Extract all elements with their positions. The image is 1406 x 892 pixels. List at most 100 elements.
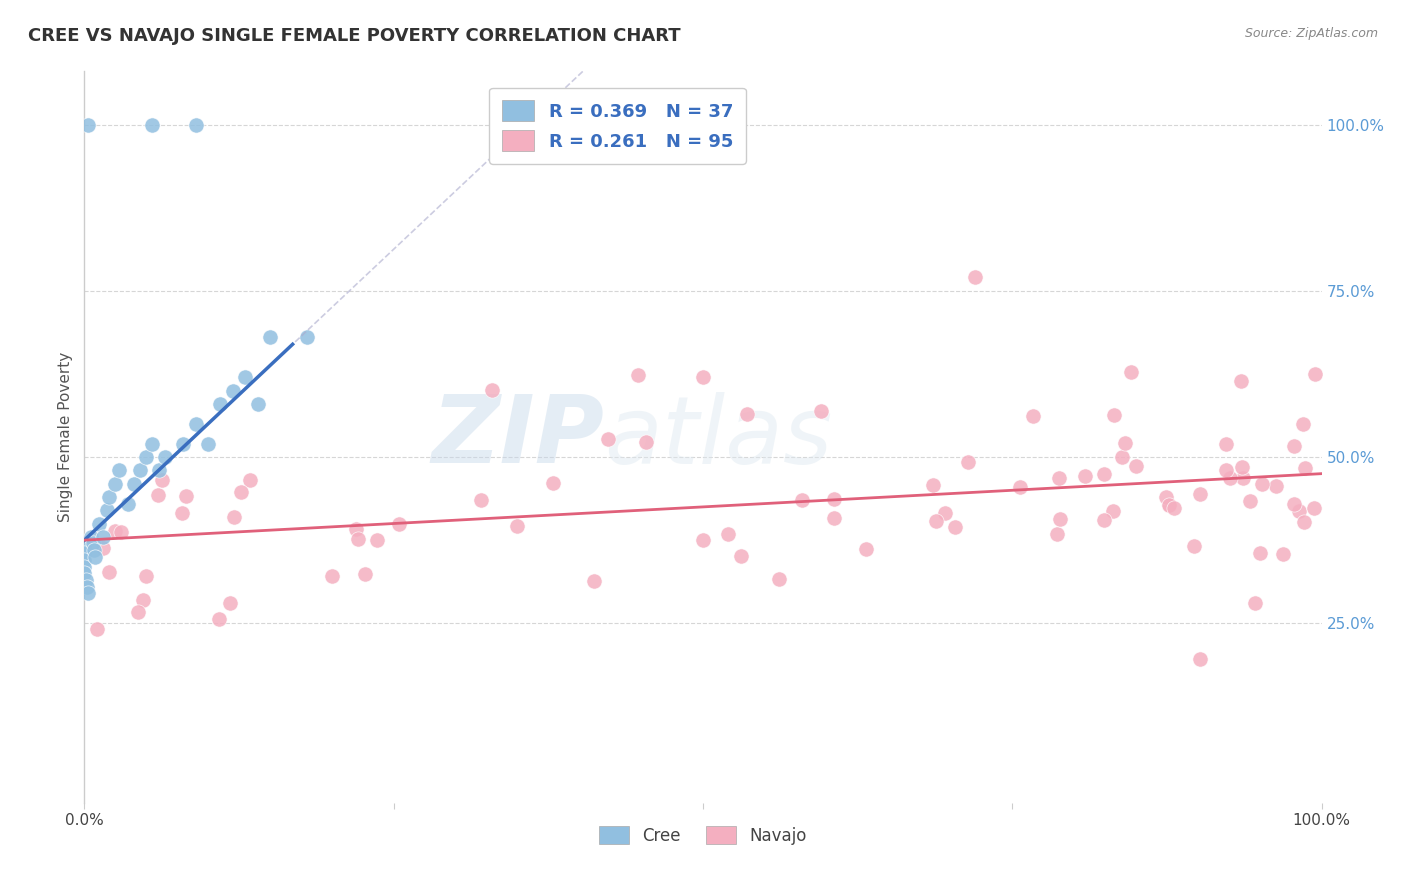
Point bbox=[91, 541, 114, 556]
Point bbox=[626, 368, 648, 382]
Point bbox=[634, 434, 657, 449]
Point bbox=[209, 397, 232, 411]
Point bbox=[73, 546, 96, 560]
Point bbox=[1294, 515, 1316, 529]
Point bbox=[598, 433, 620, 447]
Point bbox=[1074, 468, 1097, 483]
Point bbox=[1022, 409, 1045, 424]
Point bbox=[104, 476, 127, 491]
Point bbox=[1215, 436, 1237, 450]
Point bbox=[146, 488, 169, 502]
Point bbox=[1157, 498, 1180, 512]
Point bbox=[150, 473, 173, 487]
Point bbox=[1154, 490, 1177, 504]
Point bbox=[89, 516, 111, 531]
Point bbox=[76, 580, 98, 594]
Point bbox=[717, 527, 740, 541]
Point bbox=[1092, 467, 1115, 482]
Point bbox=[1047, 471, 1070, 485]
Point bbox=[1303, 367, 1326, 381]
Point bbox=[943, 520, 966, 534]
Text: atlas: atlas bbox=[605, 392, 832, 483]
Point bbox=[170, 507, 193, 521]
Y-axis label: Single Female Poverty: Single Female Poverty bbox=[58, 352, 73, 522]
Point bbox=[222, 384, 245, 398]
Text: ZIP: ZIP bbox=[432, 391, 605, 483]
Point bbox=[295, 330, 318, 344]
Point bbox=[1243, 596, 1265, 610]
Point bbox=[122, 476, 145, 491]
Point bbox=[1232, 471, 1254, 485]
Point bbox=[117, 497, 139, 511]
Point bbox=[1111, 450, 1133, 464]
Point bbox=[388, 516, 411, 531]
Point bbox=[1251, 477, 1274, 491]
Point bbox=[1188, 652, 1211, 666]
Point bbox=[104, 524, 127, 539]
Point bbox=[132, 593, 155, 607]
Point bbox=[1102, 408, 1125, 422]
Point bbox=[1292, 417, 1315, 431]
Point bbox=[1249, 546, 1271, 560]
Point bbox=[823, 492, 845, 507]
Point bbox=[321, 569, 343, 583]
Point bbox=[259, 330, 281, 344]
Point bbox=[790, 492, 813, 507]
Point bbox=[1189, 487, 1212, 501]
Point bbox=[346, 532, 368, 546]
Point bbox=[224, 510, 246, 524]
Point bbox=[470, 492, 492, 507]
Point bbox=[98, 490, 121, 504]
Point bbox=[1265, 479, 1288, 493]
Text: Source: ZipAtlas.com: Source: ZipAtlas.com bbox=[1244, 27, 1378, 40]
Point bbox=[965, 270, 987, 285]
Point bbox=[934, 506, 956, 520]
Point bbox=[73, 566, 96, 581]
Point bbox=[692, 533, 714, 548]
Point bbox=[1294, 460, 1316, 475]
Point bbox=[86, 623, 108, 637]
Point bbox=[176, 489, 198, 503]
Point bbox=[153, 450, 176, 464]
Text: CREE VS NAVAJO SINGLE FEMALE POVERTY CORRELATION CHART: CREE VS NAVAJO SINGLE FEMALE POVERTY COR… bbox=[28, 27, 681, 45]
Point bbox=[77, 118, 100, 132]
Point bbox=[823, 510, 845, 524]
Point bbox=[366, 533, 388, 548]
Point bbox=[505, 519, 527, 533]
Point bbox=[922, 477, 945, 491]
Point bbox=[855, 542, 877, 557]
Point bbox=[582, 574, 605, 589]
Point bbox=[1046, 527, 1069, 541]
Point bbox=[141, 436, 163, 450]
Point bbox=[1182, 539, 1205, 553]
Point bbox=[135, 569, 157, 583]
Point bbox=[1215, 463, 1237, 477]
Point bbox=[1049, 512, 1071, 526]
Point bbox=[1284, 439, 1306, 453]
Point bbox=[91, 530, 114, 544]
Point bbox=[1101, 504, 1123, 518]
Point bbox=[184, 417, 207, 431]
Point bbox=[129, 463, 152, 477]
Point bbox=[924, 514, 946, 528]
Point bbox=[481, 383, 503, 397]
Point bbox=[1239, 494, 1261, 508]
Point bbox=[184, 118, 207, 132]
Point bbox=[1272, 547, 1295, 561]
Point bbox=[1230, 374, 1253, 388]
Point bbox=[768, 572, 790, 586]
Point bbox=[1302, 500, 1324, 515]
Point bbox=[75, 573, 97, 587]
Point bbox=[1288, 504, 1310, 518]
Point bbox=[1163, 501, 1185, 516]
Point bbox=[98, 565, 121, 579]
Point bbox=[233, 370, 256, 384]
Point bbox=[84, 549, 107, 564]
Point bbox=[110, 524, 132, 539]
Point bbox=[810, 404, 832, 418]
Point bbox=[239, 473, 262, 487]
Point bbox=[208, 612, 231, 626]
Point bbox=[96, 503, 118, 517]
Point bbox=[127, 605, 149, 619]
Point bbox=[229, 484, 252, 499]
